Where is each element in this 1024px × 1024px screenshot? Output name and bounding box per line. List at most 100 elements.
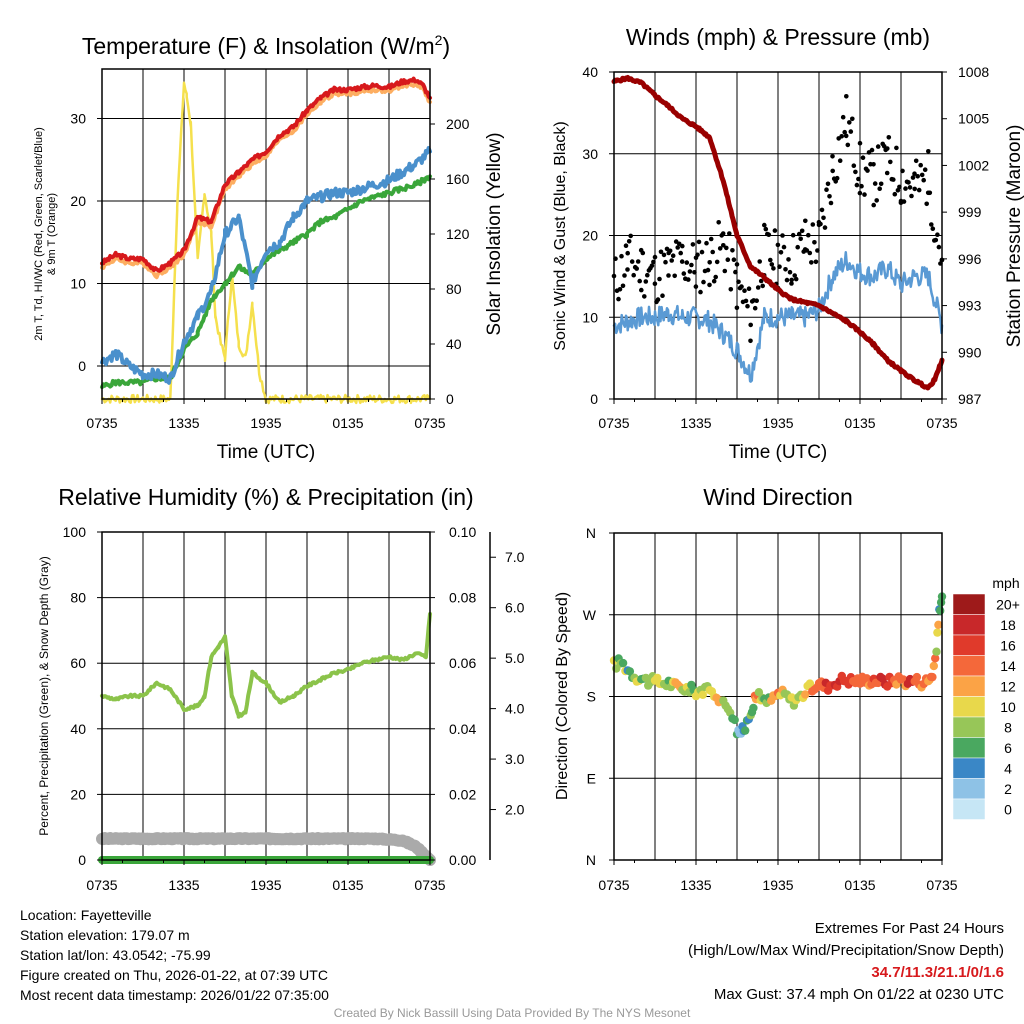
speed-legend-label: 20+ — [996, 596, 1020, 612]
y-tick-label-right: 200 — [446, 116, 470, 132]
gust-point — [631, 272, 636, 278]
gust-point — [822, 225, 828, 230]
gust-point — [781, 244, 787, 250]
gust-point — [772, 228, 778, 233]
gust-point — [710, 249, 715, 255]
wind-direction-point — [698, 690, 707, 699]
station-latlon: Station lat/lon: 43.0542; -75.99 — [20, 947, 211, 963]
speed-legend-swatch — [952, 634, 986, 656]
speed-legend-swatch — [952, 593, 986, 615]
series-line-9m-temperature — [100, 80, 432, 280]
y-tick-label-left: 30 — [582, 146, 598, 162]
gust-point — [850, 116, 855, 122]
gust-point — [789, 277, 794, 283]
y-tick-label-left: 0 — [78, 852, 86, 868]
gust-point — [851, 163, 857, 168]
gust-point — [798, 236, 803, 242]
gust-point — [784, 277, 790, 283]
gust-point — [733, 269, 738, 275]
gust-point — [807, 250, 813, 256]
gust-point — [760, 283, 765, 289]
winds-series — [611, 74, 945, 391]
gust-point — [936, 244, 942, 250]
gust-point — [758, 278, 764, 284]
gust-point — [853, 169, 858, 175]
y-tick-label-right: 0 — [446, 391, 454, 407]
gust-point — [786, 257, 791, 262]
y-tick-label: E — [587, 770, 596, 786]
x-tick-label: 1335 — [680, 415, 711, 431]
x-tick-label: 0735 — [598, 877, 629, 893]
x-tick-label: 0735 — [86, 415, 117, 431]
y-tick-label-right: 993 — [958, 298, 982, 314]
gust-point — [670, 253, 676, 258]
gust-point — [704, 240, 709, 246]
gust-point — [877, 186, 882, 191]
wind-direction-point — [912, 672, 922, 682]
x-tick-label: 1335 — [680, 877, 711, 893]
gust-point — [696, 239, 702, 245]
gust-point — [871, 202, 876, 208]
gust-point — [721, 243, 726, 248]
gust-point — [739, 284, 744, 289]
speed-legend-swatch — [952, 716, 986, 738]
gust-point — [824, 187, 829, 192]
recent-data-timestamp: Most recent data timestamp: 2026/01/22 0… — [20, 987, 329, 1003]
x-tick-label: 1335 — [168, 877, 199, 893]
speed-legend-label: 4 — [1004, 760, 1012, 776]
speed-legend-swatch — [952, 778, 986, 800]
gust-point — [701, 279, 706, 285]
gust-point — [921, 177, 926, 183]
gust-point — [860, 155, 866, 160]
gust-point — [736, 279, 741, 285]
gust-point — [720, 231, 726, 236]
gust-point — [678, 250, 683, 256]
gust-point — [724, 245, 729, 251]
gust-point — [888, 159, 893, 165]
gust-point — [894, 145, 899, 151]
gust-point — [731, 257, 737, 263]
y-tick-label-left: 60 — [70, 655, 86, 671]
gust-point — [874, 198, 879, 203]
pressure-y-label: Station Pressure (Maroon) — [1004, 125, 1024, 348]
gust-point — [871, 162, 876, 167]
gust-point — [639, 287, 644, 293]
temperature-y-label-line2: & 9m T (Orange) — [46, 193, 58, 275]
gust-point — [745, 303, 750, 309]
gust-point — [734, 305, 740, 311]
gust-point — [730, 248, 735, 253]
wind-direction-point — [934, 620, 943, 629]
figure-created: Figure created on Thu, 2026-01-22, at 07… — [20, 967, 328, 983]
y-tick-label-snow: 6.0 — [505, 600, 525, 616]
gust-point — [669, 258, 674, 263]
wind-direction-point — [928, 672, 937, 682]
extremes-subtitle: (High/Low/Max Wind/Precipitation/Snow De… — [688, 942, 1004, 959]
gust-point — [777, 264, 782, 270]
gust-point — [825, 181, 831, 187]
gust-point — [869, 147, 875, 153]
gust-point — [907, 185, 913, 190]
gust-point — [634, 266, 639, 271]
gust-point — [692, 270, 697, 275]
gust-point — [819, 207, 825, 213]
y-tick-label-left: 100 — [63, 524, 87, 540]
speed-legend-label: 6 — [1004, 740, 1012, 756]
humidity-chart: Relative Humidity (%) & Precipitation (i… — [37, 484, 525, 893]
gust-point — [830, 168, 835, 174]
speed-legend-label: 8 — [1004, 719, 1012, 735]
gust-point — [725, 257, 731, 263]
speed-legend-unit: mph — [992, 575, 1019, 591]
gust-point — [901, 199, 907, 204]
winds-grid — [614, 72, 942, 399]
x-tick-label: 0135 — [844, 877, 875, 893]
gust-point — [903, 186, 908, 191]
speed-legend-label: 18 — [1000, 617, 1016, 633]
wind-direction-point — [933, 628, 942, 637]
gust-point — [919, 172, 925, 178]
station-location: Location: Fayetteville — [20, 907, 152, 923]
winds-x-label: Time (UTC) — [729, 442, 828, 463]
x-tick-label: 0135 — [332, 415, 363, 431]
gust-point — [783, 267, 788, 272]
y-tick-label: S — [587, 689, 596, 705]
series-line-snow-depth — [96, 832, 436, 866]
